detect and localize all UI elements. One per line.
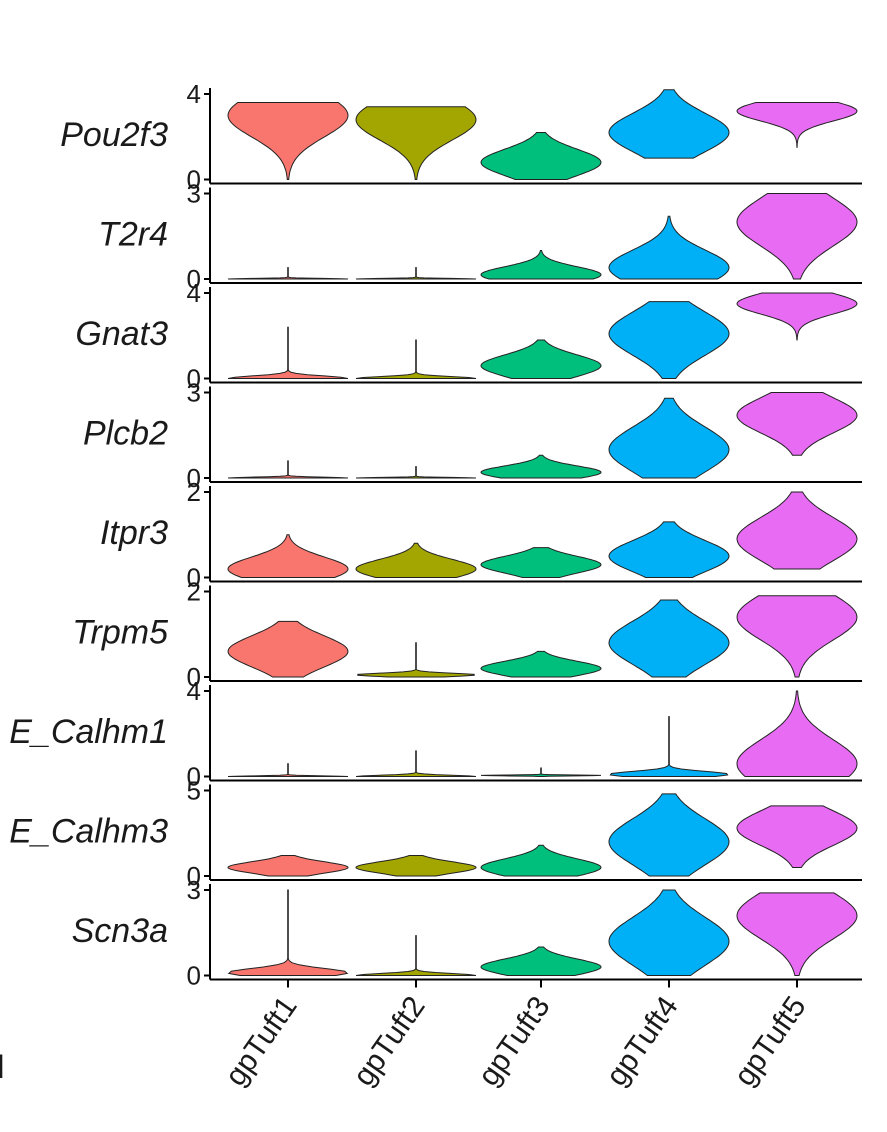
y-tick-label: 0 <box>187 463 201 493</box>
x-tick-label: gpTuft2 <box>347 991 432 1092</box>
violin-gpTuft3 <box>480 844 602 877</box>
gene-label: Scn3a <box>72 912 168 950</box>
x-tick-label: gpTuft1 <box>219 991 304 1092</box>
y-tick-label: 4 <box>187 676 201 706</box>
violin-gpTuft1 <box>227 460 349 479</box>
violin-gpTuft5 <box>736 595 858 678</box>
violin-gpTuft3 <box>480 339 602 379</box>
y-tick-label: 0 <box>187 762 201 792</box>
violin-gpTuft3 <box>480 454 602 479</box>
y-tick-label: 4 <box>187 278 201 308</box>
violin-gpTuft3 <box>480 767 602 777</box>
y-tick-label: 0 <box>187 165 201 195</box>
y-tick-label: 3 <box>187 875 201 905</box>
y-tick-label: 3 <box>187 378 201 408</box>
gene-label: E_Calhm1 <box>9 713 168 751</box>
x-tick-label: gpTuft4 <box>600 991 685 1092</box>
x-tick-label: gpTuft5 <box>728 991 813 1092</box>
violin-gpTuft4 <box>608 397 730 479</box>
violin-gpTuft3 <box>480 547 602 578</box>
violin-gpTuft1 <box>227 102 349 180</box>
violin-gpTuft5 <box>736 892 858 976</box>
violin-gpTuft2 <box>355 106 477 180</box>
y-tick-label: 0 <box>187 364 201 394</box>
gene-label: T2r4 <box>98 215 168 253</box>
violin-gpTuft5 <box>736 193 858 280</box>
violin-gpTuft4 <box>608 89 730 159</box>
violin-gpTuft2 <box>355 855 477 877</box>
violin-gpTuft5 <box>736 392 858 456</box>
violin-gpTuft5 <box>736 805 858 868</box>
violin-gpTuft2 <box>355 750 477 777</box>
violin-gpTuft4 <box>608 793 730 877</box>
y-tick-label: 0 <box>187 264 201 294</box>
violin-gpTuft1 <box>227 534 349 578</box>
violin-gpTuft3 <box>480 132 602 180</box>
gene-label: E_Calhm3 <box>9 812 168 850</box>
y-tick-label: 0 <box>187 563 201 593</box>
x-tick-label: gpTuft3 <box>472 991 557 1092</box>
y-tick-label: 0 <box>187 961 201 991</box>
violin-gpTuft5 <box>736 491 858 570</box>
panel-marker: I <box>0 1048 5 1086</box>
violin-gpTuft5 <box>736 292 858 341</box>
violin-gpTuft2 <box>355 935 477 976</box>
violin-gpTuft5 <box>736 102 858 148</box>
y-tick-label: 4 <box>187 79 201 109</box>
violin-gpTuft4 <box>608 521 730 578</box>
violin-gpTuft4 <box>608 599 730 678</box>
violin-gpTuft3 <box>480 650 602 678</box>
violin-gpTuft2 <box>355 339 477 379</box>
y-tick-label: 0 <box>187 861 201 891</box>
violin-gpTuft1 <box>227 620 349 678</box>
violin-gpTuft3 <box>480 946 602 976</box>
violin-gpTuft4 <box>608 215 730 280</box>
violin-gpTuft1 <box>227 267 349 280</box>
violin-gpTuft2 <box>357 642 475 678</box>
violin-gpTuft4 <box>608 301 730 379</box>
violin-gpTuft4 <box>609 716 729 777</box>
violin-gpTuft2 <box>355 466 477 479</box>
y-tick-label: 5 <box>187 776 201 806</box>
gene-label: Plcb2 <box>83 414 168 452</box>
gene-label: Gnat3 <box>75 315 168 353</box>
violin-gpTuft2 <box>355 542 477 578</box>
gene-label: Trpm5 <box>72 613 168 651</box>
violin-gpTuft1 <box>227 855 349 877</box>
violin-gpTuft1 <box>227 326 349 379</box>
violin-gpTuft4 <box>608 889 730 976</box>
y-tick-label: 2 <box>187 477 201 507</box>
violin-gpTuft1 <box>227 763 349 777</box>
violin-gpTuft2 <box>355 267 477 280</box>
gene-label: Itpr3 <box>100 514 168 552</box>
violin-gpTuft5 <box>736 690 858 777</box>
y-tick-label: 2 <box>187 577 201 607</box>
violin-gpTuft1 <box>227 889 349 976</box>
y-tick-label: 0 <box>187 662 201 692</box>
violin-gpTuft3 <box>480 250 602 280</box>
y-tick-label: 3 <box>187 179 201 209</box>
gene-label: Pou2f3 <box>60 116 168 154</box>
